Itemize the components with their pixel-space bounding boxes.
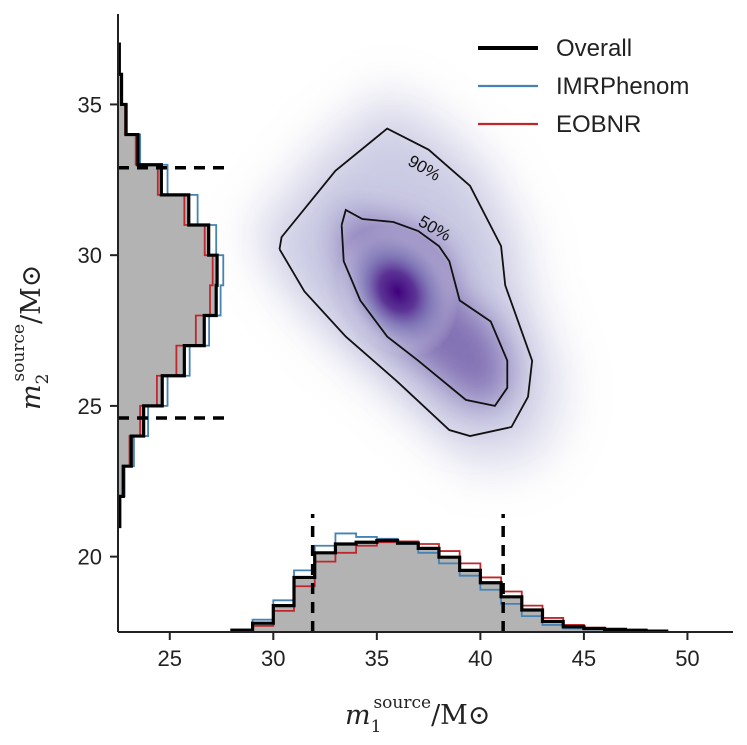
contour-90	[278, 127, 534, 437]
y-tick-label: 25	[78, 394, 102, 419]
x-tick-label: 45	[572, 646, 596, 671]
density-layer	[250, 87, 566, 473]
legend-label-imrphenom: IMRPhenom	[556, 73, 689, 100]
y-tick-label: 30	[78, 243, 102, 268]
x-tick-label: 35	[365, 646, 389, 671]
y-tick-label: 35	[78, 92, 102, 117]
m1-fill	[231, 540, 667, 632]
legend-label-overall: Overall	[556, 35, 632, 62]
contour-50	[340, 208, 509, 407]
m2-hist-overall	[117, 42, 219, 529]
y-axis-label: m2source/M⊙	[9, 265, 53, 410]
axes: 25 30 35 40 45 50 20 25 30 35	[78, 14, 733, 671]
y-tick-label: 20	[78, 545, 102, 570]
x-tick-label: 25	[158, 646, 182, 671]
x-axis-label: m1source/M⊙	[345, 693, 490, 737]
x-tick-label: 50	[675, 646, 699, 671]
legend: Overall IMRPhenom EOBNR	[478, 35, 689, 138]
m1-histogram	[230, 532, 669, 633]
m2-histogram	[117, 42, 225, 529]
m1-hist-overall	[230, 538, 669, 633]
legend-label-eobnr: EOBNR	[556, 111, 641, 138]
density-peak	[337, 225, 458, 357]
x-tick-label: 30	[261, 646, 285, 671]
credible-interval-lines	[118, 165, 505, 632]
x-tick-label: 40	[468, 646, 492, 671]
